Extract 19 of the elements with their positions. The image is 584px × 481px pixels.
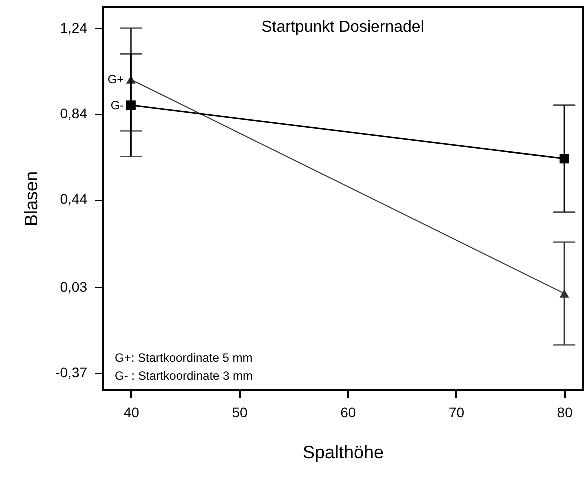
series-label: G- <box>110 98 124 112</box>
annotation: G- : Startkoordinate 3 mm <box>115 369 254 383</box>
annotation: G+: Startkoordinate 5 mm <box>115 351 253 365</box>
y-tick-label: 1,24 <box>60 20 88 36</box>
y-axis-title: Blasen <box>22 171 42 227</box>
x-axis-title: Spalthöhe <box>302 442 384 462</box>
x-tick-label: 70 <box>448 404 465 420</box>
y-tick-label: 0,03 <box>60 278 88 295</box>
point <box>560 154 570 164</box>
text: Startpunkt Dosiernadel <box>262 19 424 36</box>
y-tick-label: -0,37 <box>56 364 88 380</box>
series-label: G+ <box>108 72 124 87</box>
x-tick-label: 50 <box>232 404 248 420</box>
y-tick-label: 0,84 <box>60 105 88 122</box>
x-tick-label: 80 <box>557 404 574 420</box>
x-tick-label: 40 <box>124 404 140 420</box>
y-tick-label: 0,44 <box>60 191 88 208</box>
point <box>126 100 136 110</box>
x-tick-label: 60 <box>340 404 356 420</box>
